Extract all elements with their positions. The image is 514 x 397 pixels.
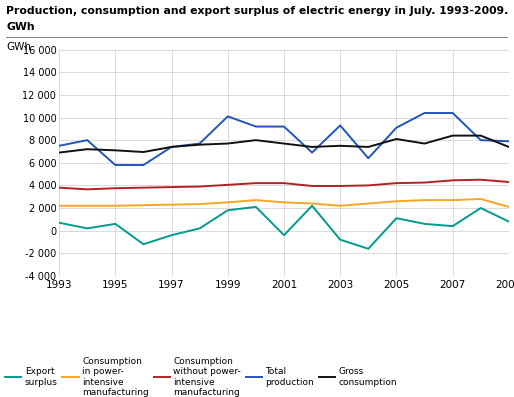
Text: Production, consumption and export surplus of electric energy in July. 1993-2009: Production, consumption and export surpl… xyxy=(6,6,508,16)
Legend: Export
surplus, Consumption
in power-
intensive
manufacturing, Consumption
witho: Export surplus, Consumption in power- in… xyxy=(5,357,397,397)
Text: GWh: GWh xyxy=(6,22,35,32)
Text: GWh: GWh xyxy=(6,42,31,52)
